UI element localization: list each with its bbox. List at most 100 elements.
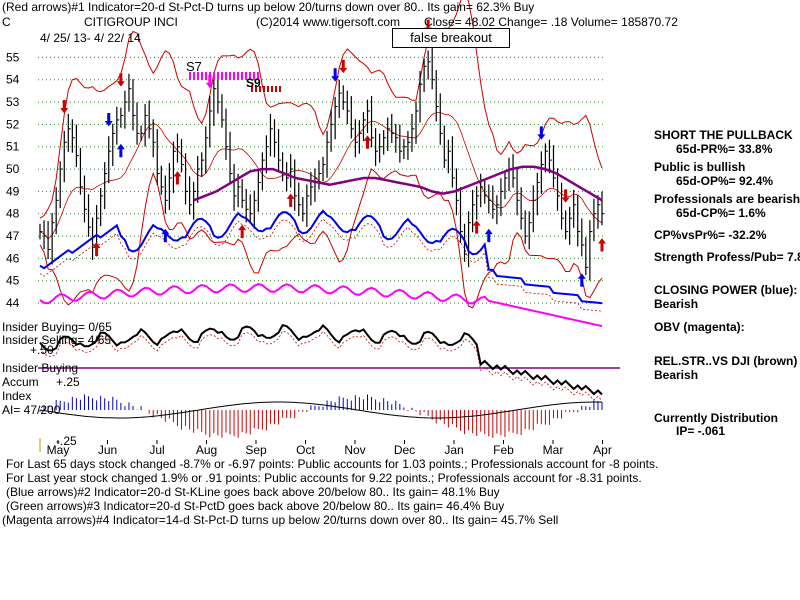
x-tick-label: Nov	[344, 443, 365, 457]
moving-average	[193, 165, 603, 202]
accum-index-histogram	[39, 394, 603, 438]
s7-label: S7	[186, 59, 202, 74]
obv-line	[39, 282, 603, 328]
footer-year: For Last year stock changed 1.9% or .91 …	[6, 471, 642, 485]
signal-arrow	[238, 224, 247, 239]
accum-ma	[39, 401, 603, 419]
header-indicator-1: (Red arrows)#1 Indicator=20-d St-Pct-D t…	[2, 0, 535, 14]
x-tick-label: Dec	[394, 443, 415, 457]
plus-50-label: +.50	[30, 343, 54, 357]
y-tick-label: 51	[6, 140, 20, 154]
copyright: (C)2014 www.tigersoft.com	[256, 15, 401, 29]
quote-info: Close= 48.02 Change= .18 Volume= 185870.…	[424, 15, 678, 29]
y-tick-label: 48	[6, 207, 20, 221]
sidebar-strength: Strength Profess/Pub= 7.8	[654, 250, 800, 264]
x-tick-label: Jun	[98, 443, 117, 457]
upper-band	[39, 0, 603, 219]
minus-25-label: -.25	[56, 434, 77, 448]
signal-arrow	[116, 73, 125, 87]
footer-blue-arrows: (Blue arrows)#2 Indicator=20-d St-KLine …	[6, 485, 500, 499]
signal-arrow	[286, 193, 295, 207]
ticker-symbol: C	[2, 15, 11, 29]
x-tick-label: Mar	[543, 443, 564, 457]
signal-arrow	[561, 189, 570, 203]
x-tick-label: Sep	[245, 443, 267, 457]
sidebar-pros-bearish: Professionals are bearish	[654, 192, 800, 206]
date-range: 4/ 25/ 13- 4/ 22/ 14	[40, 31, 141, 45]
sidebar-short-pullback: SHORT THE PULLBACK	[654, 128, 793, 142]
sidebar-obv: OBV (magenta):	[654, 320, 745, 334]
signal-arrow	[363, 135, 372, 149]
x-tick-label: Jan	[444, 443, 463, 457]
y-tick-label: 49	[6, 184, 20, 198]
signal-arrow	[92, 242, 101, 256]
x-tick-label: Oct	[296, 443, 315, 457]
footer-magenta-arrows: (Magenta arrows)#4 Indicator=14-d St-Pct…	[2, 513, 559, 527]
signal-arrow	[60, 100, 69, 114]
signal-arrow	[173, 171, 182, 185]
x-tick-label: Apr	[593, 443, 612, 457]
sidebar-65d-op: 65d-OP%= 92.4%	[676, 174, 774, 188]
signal-arrow	[116, 143, 125, 158]
signal-arrow	[161, 228, 170, 243]
insider-buying-label: Insider Buying	[2, 361, 79, 375]
signal-arrow	[339, 59, 348, 74]
insider-selling-ratio: Insider Selling= 4/65	[2, 333, 112, 347]
signal-arrows	[60, 19, 606, 287]
y-tick-label: 52	[6, 117, 20, 131]
y-tick-label: 45	[6, 274, 20, 288]
company-name: CITIGROUP INCI	[84, 15, 178, 29]
signal-arrow	[537, 126, 546, 140]
footer-65day: For Last 65 days stock changed -8.7% or …	[6, 457, 659, 471]
mid-band	[39, 112, 603, 240]
y-tick-label: 53	[6, 95, 20, 109]
closing-power	[39, 209, 603, 305]
signal-arrow	[104, 112, 113, 127]
y-axis-ticks: 55 54 53 52 51 50 49 48 47 46 45 44	[6, 50, 20, 310]
signal-arrow	[331, 68, 340, 82]
sidebar-distribution: Currently Distribution	[654, 411, 779, 425]
plus-25-label: +.25	[56, 375, 80, 389]
x-axis-ticks: May Jun Jul Aug Sep Oct Nov Dec Jan Feb Mar Apr	[47, 440, 612, 457]
x-tick-label: May	[47, 443, 70, 457]
moving-average-line	[193, 165, 603, 202]
y-tick-label: 50	[6, 162, 20, 176]
accum-label: Accum	[2, 375, 39, 389]
closing-power-line	[39, 209, 603, 312]
price-bars	[39, 46, 605, 281]
s9-label: S9	[246, 76, 261, 90]
y-tick-label: 46	[6, 251, 20, 265]
y-tick-label: 47	[6, 229, 20, 243]
x-tick-label: Feb	[493, 443, 514, 457]
bollinger-bands	[39, 0, 603, 309]
relative-strength	[39, 323, 603, 396]
x-tick-label: Jul	[149, 443, 164, 457]
y-tick-label: 44	[6, 296, 20, 310]
signal-arrow	[484, 228, 493, 243]
x-tick-label: Aug	[196, 443, 217, 457]
sidebar-65d-cp: 65d-CP%= 1.6%	[676, 206, 766, 220]
y-tick-label: 54	[6, 73, 20, 87]
sidebar-65d-pr: 65d-PR%= 33.8%	[676, 142, 773, 156]
closing-power-ma	[39, 218, 603, 312]
lower-band	[39, 168, 603, 309]
obv	[39, 282, 603, 328]
footer-green-arrows: (Green arrows)#3 Indicator=20-d St-PctD …	[6, 499, 505, 513]
sidebar-cp-bearish: Bearish	[654, 297, 699, 311]
sidebar-closing-power: CLOSING POWER (blue):	[654, 283, 798, 297]
grid-lines	[38, 56, 620, 452]
sidebar-cp-vs-pr: CP%vsPr%= -32.2%	[654, 228, 767, 242]
sidebar-public-bullish: Public is bullish	[654, 160, 746, 174]
false-breakout-label: false breakout	[392, 28, 510, 48]
insider-buying-ratio: Insider Buying= 0/65	[2, 320, 112, 334]
sidebar-rel-str: REL.STR..VS DJI (brown)	[654, 354, 798, 368]
ai-label: AI= 47/200	[2, 403, 61, 417]
signal-arrow	[577, 273, 586, 287]
signal-arrow	[472, 220, 481, 234]
signal-arrow	[598, 238, 606, 252]
index-label: Index	[2, 389, 32, 403]
relative-strength-line	[39, 323, 603, 401]
sidebar-rs-bearish: Bearish	[654, 368, 699, 382]
y-tick-label: 55	[6, 50, 20, 64]
